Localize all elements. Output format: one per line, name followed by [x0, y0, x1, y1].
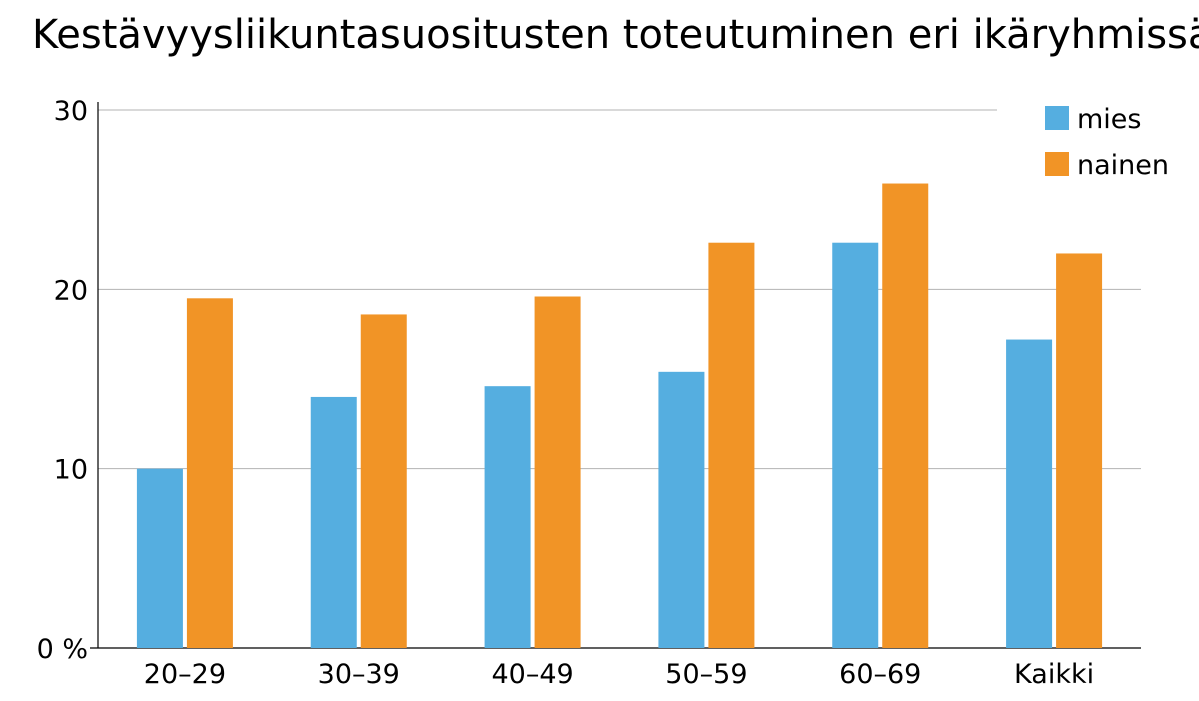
bar-mies-5 — [1006, 339, 1053, 648]
y-tick-label: 20 — [54, 275, 88, 306]
bar-mies-0 — [136, 468, 183, 648]
bar-nainen-3 — [708, 242, 755, 648]
bar-nainen-0 — [186, 298, 233, 648]
bar-nainen-2 — [534, 296, 581, 648]
x-tick-label: 20–29 — [144, 659, 226, 690]
x-tick-label: Kaikki — [1014, 659, 1094, 690]
x-tick-label: 60–69 — [839, 659, 921, 690]
bar-nainen-5 — [1056, 253, 1103, 648]
y-tick-label: 0 % — [37, 634, 88, 665]
legend-label-mies: mies — [1077, 104, 1141, 135]
y-tick-label: 10 — [54, 455, 88, 486]
x-tick-label: 40–49 — [491, 659, 573, 690]
legend-label-nainen: nainen — [1077, 150, 1169, 181]
bar-mies-2 — [484, 386, 531, 648]
chart-title: Kestävyysliikuntasuositusten toteutumine… — [32, 12, 1199, 58]
y-tick-label: 30 — [54, 96, 88, 127]
x-tick-label: 30–39 — [318, 659, 400, 690]
bar-nainen-4 — [882, 183, 929, 648]
bar-nainen-1 — [360, 314, 407, 648]
bar-mies-4 — [832, 242, 879, 648]
x-tick-label: 50–59 — [665, 659, 747, 690]
legend-swatch-mies — [1045, 106, 1069, 130]
bar-mies-1 — [310, 396, 357, 648]
legend-swatch-nainen — [1045, 152, 1069, 176]
bar-mies-3 — [658, 371, 705, 648]
